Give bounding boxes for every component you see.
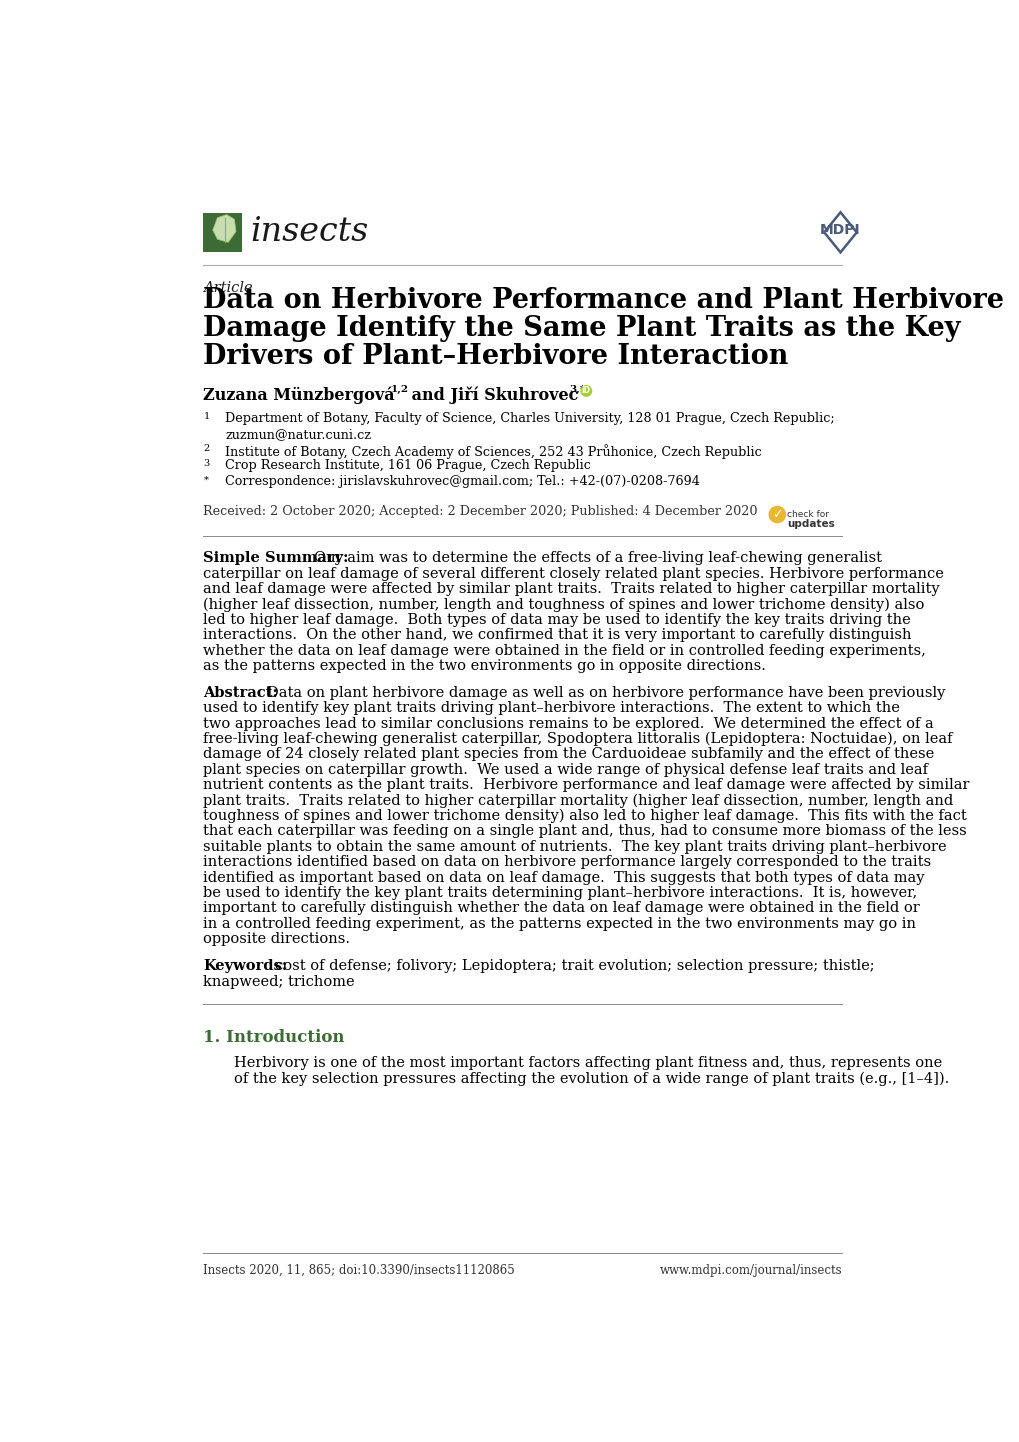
Text: Our aim was to determine the effects of a free-living leaf-chewing generalist: Our aim was to determine the effects of … <box>313 551 880 565</box>
Text: Simple Summary:: Simple Summary: <box>203 551 348 565</box>
Text: check for: check for <box>787 510 828 519</box>
Text: and Jiří Skuhrovec: and Jiří Skuhrovec <box>407 386 579 404</box>
Text: suitable plants to obtain the same amount of nutrients.  The key plant traits dr: suitable plants to obtain the same amoun… <box>203 839 947 854</box>
Text: Article: Article <box>203 281 253 294</box>
Text: Abstract:: Abstract: <box>203 686 278 699</box>
Text: and leaf damage were affected by similar plant traits.  Traits related to higher: and leaf damage were affected by similar… <box>203 583 940 596</box>
Circle shape <box>768 506 785 522</box>
Text: interactions.  On the other hand, we confirmed that it is very important to care: interactions. On the other hand, we conf… <box>203 629 911 642</box>
Text: as the patterns expected in the two environments go in opposite directions.: as the patterns expected in the two envi… <box>203 659 765 673</box>
Text: important to carefully distinguish whether the data on leaf damage were obtained: important to carefully distinguish wheth… <box>203 901 919 916</box>
Text: Received: 2 October 2020; Accepted: 2 December 2020; Published: 4 December 2020: Received: 2 October 2020; Accepted: 2 De… <box>203 505 757 518</box>
Text: be used to identify the key plant traits determining plant–herbivore interaction: be used to identify the key plant traits… <box>203 885 917 900</box>
Text: Data on Herbivore Performance and Plant Herbivore: Data on Herbivore Performance and Plant … <box>203 287 1004 314</box>
Text: 2: 2 <box>203 444 210 453</box>
Text: in a controlled feeding experiment, as the patterns expected in the two environm: in a controlled feeding experiment, as t… <box>203 917 915 932</box>
Text: plant traits.  Traits related to higher caterpillar mortality (higher leaf disse: plant traits. Traits related to higher c… <box>203 793 953 808</box>
Text: Drivers of Plant–Herbivore Interaction: Drivers of Plant–Herbivore Interaction <box>203 343 788 371</box>
Text: insects: insects <box>250 216 368 248</box>
Text: 1. Introduction: 1. Introduction <box>203 1028 344 1045</box>
Text: identified as important based on data on leaf damage.  This suggests that both t: identified as important based on data on… <box>203 871 924 884</box>
FancyBboxPatch shape <box>203 213 242 251</box>
Text: whether the data on leaf damage were obtained in the field or in controlled feed: whether the data on leaf damage were obt… <box>203 643 925 658</box>
Text: Herbivory is one of the most important factors affecting plant fitness and, thus: Herbivory is one of the most important f… <box>234 1056 942 1070</box>
Text: 3: 3 <box>203 460 210 469</box>
Text: Institute of Botany, Czech Academy of Sciences, 252 43 Průhonice, Czech Republic: Institute of Botany, Czech Academy of Sc… <box>225 444 761 459</box>
Text: ✓: ✓ <box>771 508 782 521</box>
Text: iD: iD <box>581 386 590 395</box>
Text: of the key selection pressures affecting the evolution of a wide range of plant : of the key selection pressures affecting… <box>234 1071 949 1086</box>
Text: Department of Botany, Faculty of Science, Charles University, 128 01 Prague, Cze: Department of Botany, Faculty of Science… <box>225 412 834 425</box>
Text: 1,2: 1,2 <box>390 385 409 394</box>
Text: nutrient contents as the plant traits.  Herbivore performance and leaf damage we: nutrient contents as the plant traits. H… <box>203 779 969 792</box>
Text: www.mdpi.com/journal/insects: www.mdpi.com/journal/insects <box>658 1265 842 1278</box>
Text: led to higher leaf damage.  Both types of data may be used to identify the key t: led to higher leaf damage. Both types of… <box>203 613 910 627</box>
Text: free-living leaf-chewing generalist caterpillar, Spodoptera littoralis (Lepidopt: free-living leaf-chewing generalist cate… <box>203 733 952 747</box>
Text: Keywords:: Keywords: <box>203 959 287 973</box>
Text: toughness of spines and lower trichome density) also led to higher leaf damage. : toughness of spines and lower trichome d… <box>203 809 966 823</box>
Text: 3,*: 3,* <box>569 385 585 394</box>
Text: used to identify key plant traits driving plant–herbivore interactions.  The ext: used to identify key plant traits drivin… <box>203 701 900 715</box>
Text: cost of defense; folivory; Lepidoptera; trait evolution; selection pressure; thi: cost of defense; folivory; Lepidoptera; … <box>274 959 873 973</box>
Text: Crop Research Institute, 161 06 Prague, Czech Republic: Crop Research Institute, 161 06 Prague, … <box>225 460 590 473</box>
Text: two approaches lead to similar conclusions remains to be explored.  We determine: two approaches lead to similar conclusio… <box>203 717 933 731</box>
Text: Damage Identify the Same Plant Traits as the Key: Damage Identify the Same Plant Traits as… <box>203 316 960 342</box>
Text: *: * <box>203 476 208 485</box>
Text: interactions identified based on data on herbivore performance largely correspon: interactions identified based on data on… <box>203 855 930 870</box>
Text: knapweed; trichome: knapweed; trichome <box>203 975 355 989</box>
Text: that each caterpillar was feeding on a single plant and, thus, had to consume mo: that each caterpillar was feeding on a s… <box>203 825 966 838</box>
Circle shape <box>581 385 591 397</box>
Text: MDPI: MDPI <box>819 224 860 236</box>
Text: Data on plant herbivore damage as well as on herbivore performance have been pre: Data on plant herbivore damage as well a… <box>267 686 945 699</box>
Text: opposite directions.: opposite directions. <box>203 933 351 946</box>
Text: zuzmun@natur.cuni.cz: zuzmun@natur.cuni.cz <box>225 428 371 441</box>
Text: 1: 1 <box>203 412 210 421</box>
Text: Zuzana Münzbergová: Zuzana Münzbergová <box>203 386 394 404</box>
Text: Correspondence: jirislavskuhrovec@gmail.com; Tel.: +42-(07)-0208-7694: Correspondence: jirislavskuhrovec@gmail.… <box>225 476 699 489</box>
Text: caterpillar on leaf damage of several different closely related plant species. H: caterpillar on leaf damage of several di… <box>203 567 944 581</box>
Text: damage of 24 closely related plant species from the Carduoideae subfamily and th: damage of 24 closely related plant speci… <box>203 747 933 761</box>
Text: plant species on caterpillar growth.  We used a wide range of physical defense l: plant species on caterpillar growth. We … <box>203 763 927 777</box>
Polygon shape <box>213 215 235 242</box>
Text: Insects 2020, 11, 865; doi:10.3390/insects11120865: Insects 2020, 11, 865; doi:10.3390/insec… <box>203 1265 515 1278</box>
Text: (higher leaf dissection, number, length and toughness of spines and lower tricho: (higher leaf dissection, number, length … <box>203 597 924 611</box>
Text: updates: updates <box>787 519 835 529</box>
